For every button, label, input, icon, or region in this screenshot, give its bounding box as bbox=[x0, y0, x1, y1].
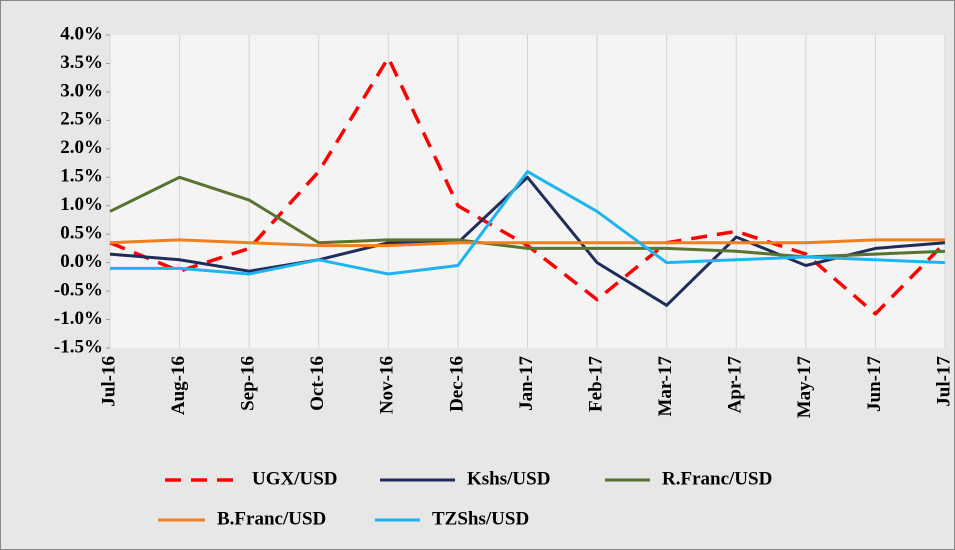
legend-label: TZShs/USD bbox=[432, 508, 529, 529]
y-tick-label: -0.5% bbox=[54, 279, 103, 300]
legend-label: B.Franc/USD bbox=[217, 508, 326, 529]
x-tick-label: Nov-16 bbox=[377, 356, 398, 414]
y-tick-label: 2.5% bbox=[60, 109, 103, 130]
x-tick-label: Dec-16 bbox=[446, 356, 467, 412]
legend-label: UGX/USD bbox=[252, 468, 338, 489]
series-line bbox=[109, 56, 947, 316]
legend-label: Kshs/USD bbox=[467, 468, 550, 489]
legend-label: R.Franc/USD bbox=[662, 468, 772, 489]
x-tick-label: Aug-16 bbox=[168, 356, 189, 415]
y-tick-label: 4.0% bbox=[60, 23, 103, 44]
x-tick-label: Sep-16 bbox=[238, 356, 259, 411]
y-tick-label: 2.0% bbox=[60, 137, 103, 158]
x-tick-label: Jun-17 bbox=[864, 356, 885, 412]
x-tick-label: Jul-16 bbox=[98, 356, 119, 407]
x-tick-label: Jul-17 bbox=[933, 356, 954, 407]
y-tick-label: 1.5% bbox=[60, 166, 103, 187]
y-tick-label: -1.0% bbox=[54, 308, 103, 329]
x-tick-label: Jan-17 bbox=[516, 356, 537, 411]
y-tick-label: 3.0% bbox=[60, 80, 103, 101]
y-tick-label: 3.5% bbox=[60, 52, 103, 73]
series-line bbox=[109, 175, 946, 307]
x-tick-label: Feb-17 bbox=[585, 356, 606, 412]
x-tick-label: Apr-17 bbox=[725, 356, 746, 414]
y-tick-label: 1.0% bbox=[60, 194, 103, 215]
y-tick-label: -1.5% bbox=[54, 336, 103, 357]
x-tick-label: Oct-16 bbox=[307, 356, 328, 411]
x-tick-label: May-17 bbox=[794, 356, 815, 419]
y-tick-label: 0.0% bbox=[60, 251, 103, 272]
series-line bbox=[109, 238, 945, 248]
x-tick-label: Mar-17 bbox=[655, 356, 676, 417]
series-line bbox=[110, 170, 946, 276]
y-tick-label: 0.5% bbox=[60, 223, 103, 244]
